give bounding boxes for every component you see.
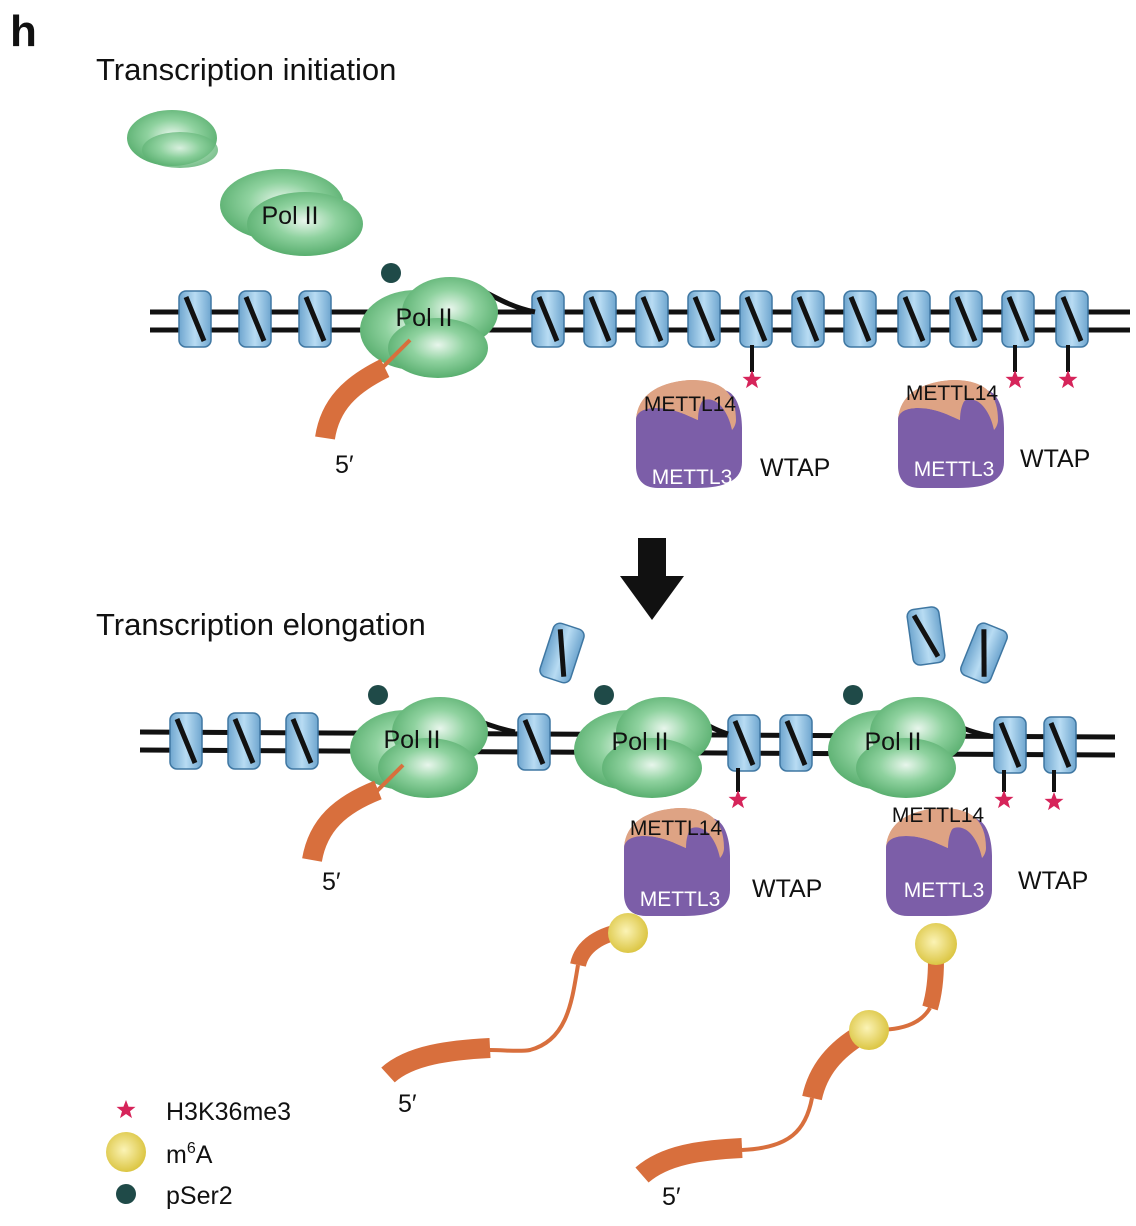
stage-title-initiation: Transcription initiation xyxy=(96,52,396,87)
five-prime-label: 5′ xyxy=(322,868,341,896)
mettl3-label: METTL3 xyxy=(640,888,721,911)
nucleosomes-top xyxy=(179,291,1088,347)
wtap-label: WTAP xyxy=(760,454,830,482)
pser2-marker xyxy=(381,263,401,283)
legend-pser2: pSer2 xyxy=(166,1182,233,1210)
five-prime-label: 5′ xyxy=(335,451,354,479)
writer-complex-top-1: METTL14 METTL3 WTAP xyxy=(636,380,830,489)
mettl14-label: METTL14 xyxy=(892,804,985,827)
m6a-marker xyxy=(915,923,957,965)
pol-ii-elongation-2: Pol II xyxy=(574,685,729,798)
h3k36me3-marks-bottom xyxy=(728,768,1064,811)
pol-ii-label: Pol II xyxy=(865,728,922,756)
evicted-nucleosomes xyxy=(538,606,1009,685)
mettl14-label: METTL14 xyxy=(630,817,723,840)
m6a-marker xyxy=(849,1010,889,1050)
legend-h3k36me3: H3K36me3 xyxy=(166,1098,291,1126)
mettl3-label: METTL3 xyxy=(904,879,985,902)
pol-ii-elongation-3: Pol II xyxy=(828,685,991,798)
rna-transcript-bottom-3: 5′ xyxy=(635,923,957,1211)
m6a-marker xyxy=(608,913,648,953)
writer-complex-bottom-2: METTL14 METTL3 WTAP xyxy=(886,804,1088,916)
wtap-label: WTAP xyxy=(1020,445,1090,473)
five-prime-label: 5′ xyxy=(662,1183,681,1211)
pol-ii-label: Pol II xyxy=(262,202,319,230)
wtap-label: WTAP xyxy=(1018,867,1088,895)
transition-arrow xyxy=(620,538,684,620)
five-prime-label: 5′ xyxy=(398,1090,417,1118)
pser2-marker xyxy=(843,685,863,705)
legend-pser2-icon xyxy=(116,1184,136,1204)
pser2-marker xyxy=(368,685,388,705)
legend-m6a: m6A xyxy=(166,1140,213,1169)
writer-complex-top-2: METTL14 METTL3 WTAP xyxy=(898,380,1090,488)
pol-ii-label: Pol II xyxy=(384,726,441,754)
legend: H3K36me3 m6A pSer2 xyxy=(106,1098,291,1210)
mettl3-label: METTL3 xyxy=(914,458,995,481)
mettl14-label: METTL14 xyxy=(644,393,737,416)
pol-ii-label: Pol II xyxy=(396,304,453,332)
pol-ii-elongation-1: Pol II xyxy=(350,685,516,798)
writer-complex-bottom-1: METTL14 METTL3 WTAP xyxy=(624,808,822,916)
pol-ii-initiation: Pol II xyxy=(360,263,536,378)
stage-title-elongation: Transcription elongation xyxy=(96,607,426,642)
rna-transcript-top: 5′ xyxy=(315,338,412,479)
mettl14-label: METTL14 xyxy=(906,382,999,405)
h3k36me3-marks-top xyxy=(742,345,1078,389)
wtap-label: WTAP xyxy=(752,875,822,903)
legend-m6a-icon xyxy=(106,1132,146,1172)
free-pol-ii: Pol II xyxy=(127,110,363,256)
rna-transcript-bottom-1: 5′ xyxy=(302,763,405,896)
pser2-marker xyxy=(594,685,614,705)
panel-label: h xyxy=(10,7,37,56)
mettl3-label: METTL3 xyxy=(652,466,733,489)
pol-ii-label: Pol II xyxy=(612,728,669,756)
rna-transcript-bottom-2: 5′ xyxy=(381,913,648,1118)
